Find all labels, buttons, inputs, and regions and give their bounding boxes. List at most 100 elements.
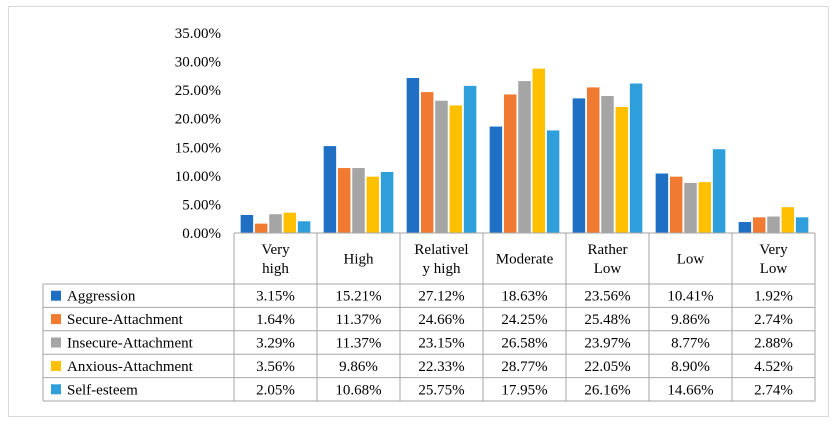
table-cell-value: 25.48% xyxy=(584,312,630,328)
x-category-label: Moderate xyxy=(496,252,554,268)
bar xyxy=(586,87,600,234)
legend-key xyxy=(51,314,61,325)
y-tick-label: 35.00% xyxy=(175,26,221,42)
x-category-label: Very xyxy=(759,242,788,258)
legend-series-name: Secure-Attachment xyxy=(67,312,184,328)
table-cell-value: 11.37% xyxy=(336,336,382,352)
table-cell-value: 18.63% xyxy=(501,289,547,305)
y-tick-label: 30.00% xyxy=(175,55,221,71)
legend-series-name: Anxious-Attachment xyxy=(67,359,194,375)
table-cell-value: 3.15% xyxy=(256,289,295,305)
table-cell-value: 23.56% xyxy=(584,289,630,305)
bar xyxy=(572,98,586,234)
bar xyxy=(795,217,809,233)
table-cell-value: 22.33% xyxy=(418,359,464,375)
table-cell-value: 3.29% xyxy=(256,336,295,352)
legend-key xyxy=(51,337,61,348)
table-cell-value: 8.77% xyxy=(671,336,710,352)
bar xyxy=(712,149,726,233)
bar xyxy=(297,221,311,233)
legend-key xyxy=(51,360,61,371)
y-tick-label: 5.00% xyxy=(182,197,221,213)
table-cell-value: 27.12% xyxy=(418,289,464,305)
bar xyxy=(337,168,351,233)
x-category-label: Relativel xyxy=(414,242,468,258)
table-cell-value: 17.95% xyxy=(501,382,547,398)
table-cell-value: 9.86% xyxy=(671,312,710,328)
legend-series-name: Self-esteem xyxy=(67,382,138,398)
bar xyxy=(380,171,394,233)
table-cell-value: 23.97% xyxy=(584,336,630,352)
table-cell-value: 4.52% xyxy=(754,359,793,375)
table-cell-value: 8.90% xyxy=(671,359,710,375)
bar xyxy=(767,216,780,233)
table-cell-value: 24.66% xyxy=(418,312,464,328)
bar xyxy=(752,217,766,233)
bar xyxy=(463,85,477,233)
bar xyxy=(366,176,380,233)
legend-key xyxy=(51,384,61,395)
table-cell-value: 9.86% xyxy=(339,359,378,375)
bar xyxy=(323,146,337,233)
y-tick-label: 15.00% xyxy=(175,140,221,156)
table-cell-value: 15.21% xyxy=(335,289,381,305)
bar xyxy=(615,107,629,233)
table-cell-value: 10.68% xyxy=(335,382,381,398)
x-category-label: high xyxy=(262,261,289,277)
table-cell-value: 2.05% xyxy=(256,382,295,398)
y-tick-label: 25.00% xyxy=(175,83,221,99)
x-category-label: Low xyxy=(594,261,622,277)
table-cell-value: 24.25% xyxy=(501,312,547,328)
table-cell-value: 14.66% xyxy=(667,382,713,398)
table-cell-value: 10.41% xyxy=(667,289,713,305)
table-cell-value: 22.05% xyxy=(584,359,630,375)
y-tick-label: 10.00% xyxy=(175,169,221,185)
bar xyxy=(269,214,282,233)
bar xyxy=(352,168,365,233)
x-category-label: High xyxy=(344,252,375,268)
x-category-label: Low xyxy=(760,261,788,277)
table-cell-value: 1.92% xyxy=(754,289,793,305)
table-cell-value: 11.37% xyxy=(336,312,382,328)
bar xyxy=(546,130,560,233)
bar xyxy=(532,68,546,233)
table-cell-value: 25.75% xyxy=(418,382,464,398)
x-category-label: Very xyxy=(261,242,290,258)
bar xyxy=(420,92,434,233)
x-category-label: Low xyxy=(677,252,705,268)
table-cell-value: 2.74% xyxy=(754,382,793,398)
x-category-label: y high xyxy=(423,261,461,277)
table-cell-value: 23.15% xyxy=(418,336,464,352)
bar xyxy=(449,105,463,233)
bar xyxy=(669,176,683,233)
y-tick-label: 0.00% xyxy=(182,226,221,242)
bar xyxy=(781,207,795,233)
legend-series-name: Insecure-Attachment xyxy=(67,336,194,352)
bar xyxy=(518,81,531,233)
y-tick-label: 20.00% xyxy=(175,112,221,128)
x-category-label: Rather xyxy=(588,242,628,258)
legend-key xyxy=(51,290,61,301)
table-cell-value: 26.58% xyxy=(501,336,547,352)
legend-series-name: Aggression xyxy=(67,289,136,305)
bar xyxy=(698,182,712,233)
bar xyxy=(240,215,254,233)
bar xyxy=(254,223,268,233)
bar xyxy=(684,182,697,233)
bar xyxy=(489,126,503,233)
bar xyxy=(283,212,297,233)
bar xyxy=(406,78,420,233)
table-cell-value: 1.64% xyxy=(256,312,295,328)
bar xyxy=(601,96,614,233)
table-cell-value: 3.56% xyxy=(256,359,295,375)
bar xyxy=(503,94,517,234)
bar xyxy=(629,83,643,233)
table-cell-value: 2.88% xyxy=(754,336,793,352)
bar xyxy=(738,222,752,233)
bar xyxy=(435,100,448,234)
bar xyxy=(655,173,669,233)
table-cell-value: 28.77% xyxy=(501,359,547,375)
table-cell-value: 26.16% xyxy=(584,382,630,398)
table-cell-value: 2.74% xyxy=(754,312,793,328)
